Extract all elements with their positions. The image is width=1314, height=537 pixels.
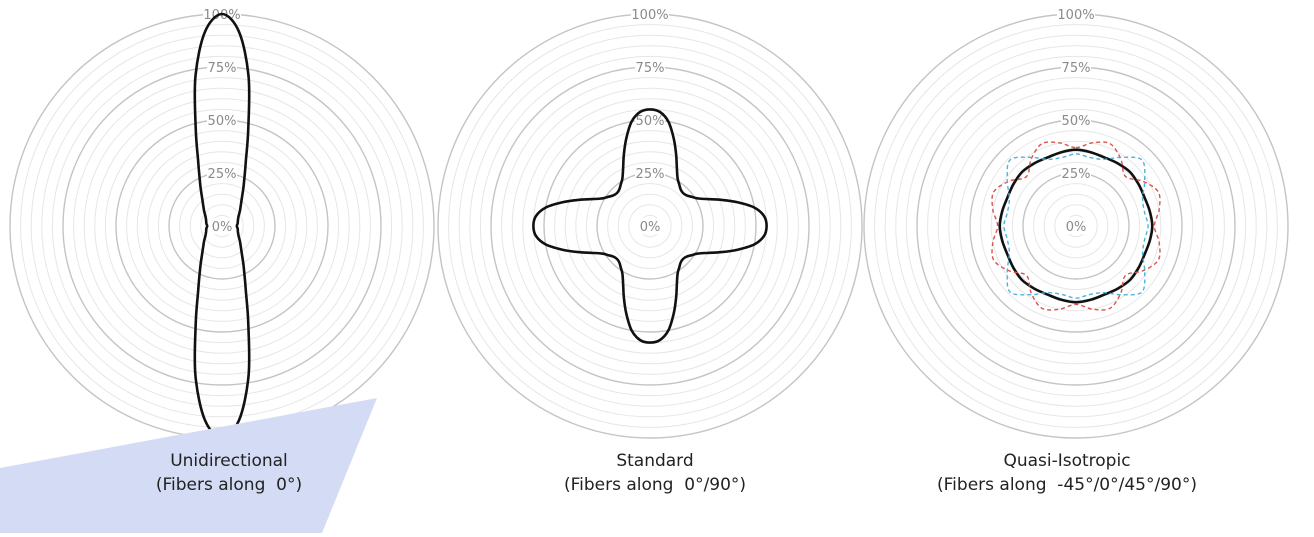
grid-ring-minor: [874, 24, 1278, 428]
grid-ring-minor: [94, 98, 350, 354]
grid-ring-minor: [448, 24, 852, 428]
radial-tick-label: 0%: [212, 220, 233, 235]
radial-tick-label: 75%: [1062, 61, 1091, 76]
caption-title: Standard: [616, 451, 694, 471]
grid-ring-minor: [564, 140, 736, 312]
grid-ring-minor: [200, 204, 244, 248]
grid-ring-minor: [617, 193, 683, 259]
grid-ring-minor: [927, 77, 1225, 375]
series-curve-2: [1003, 153, 1149, 299]
grid-ring-minor: [937, 87, 1215, 365]
tick-label-bg: [635, 59, 665, 75]
tick-label-bg: [207, 59, 237, 75]
radial-tick-label: 25%: [1062, 167, 1091, 182]
radial-tick-label: 50%: [636, 114, 665, 129]
radial-tick-label: 75%: [208, 61, 237, 76]
grid-ring-minor: [179, 183, 265, 269]
tick-label-bg: [1061, 112, 1091, 128]
caption-fibers: (Fibers along -45°/0°/45°/90°): [937, 475, 1197, 495]
series-curve-0: [532, 108, 768, 344]
grid-ring-minor: [575, 151, 725, 301]
caption-title: Unidirectional: [170, 451, 288, 471]
radial-tick-label: 25%: [636, 167, 665, 182]
tick-label-bg: [635, 112, 665, 128]
tick-label-bg: [1057, 6, 1095, 22]
grid-ring-minor: [104, 108, 340, 344]
tick-label-bg: [207, 165, 237, 181]
grid-ring-minor: [1033, 183, 1119, 269]
radial-tick-label: 100%: [631, 8, 668, 23]
grid-ring-minor: [1054, 204, 1098, 248]
series-curve-0: [998, 148, 1154, 304]
polar-chart-2: 0% 25% 50% 75% 100%: [863, 6, 1289, 439]
grid-ring-minor: [554, 130, 746, 322]
caption-quasi-isotropic: Quasi-Isotropic (Fibers along -45°/0°/45…: [887, 449, 1247, 497]
grid-ring-minor: [147, 151, 297, 301]
grid-ring-minor: [990, 140, 1162, 312]
radial-tick-label: 25%: [208, 167, 237, 182]
grid-ring-minor: [136, 140, 308, 312]
radial-tick-label: 100%: [1057, 8, 1094, 23]
tick-label-bg: [207, 112, 237, 128]
grid-ring-minor: [1011, 161, 1141, 291]
tick-label-bg: [211, 218, 233, 234]
grid-ring-minor: [980, 130, 1172, 322]
caption-standard: Standard (Fibers along 0°/90°): [475, 449, 835, 497]
grid-ring-minor: [458, 34, 842, 418]
grid-ring-minor: [51, 55, 393, 397]
caption-fibers: (Fibers along 0°/90°): [563, 475, 747, 495]
radial-tick-label: 75%: [636, 61, 665, 76]
tick-label-bg: [639, 218, 661, 234]
grid-ring-minor: [469, 45, 831, 407]
radial-tick-label: 50%: [1062, 114, 1091, 129]
grid-ring-minor: [126, 130, 318, 322]
tick-label-bg: [1061, 59, 1091, 75]
grid-ring-minor: [607, 183, 693, 269]
tick-label-bg: [1065, 218, 1087, 234]
radial-tick-label: 0%: [640, 220, 661, 235]
grid-ring-minor: [189, 193, 255, 259]
grid-ring-minor: [1001, 151, 1151, 301]
tick-label-bg: [631, 6, 669, 22]
grid-ring-minor: [628, 204, 672, 248]
radial-tick-label: 100%: [203, 8, 240, 23]
grid-ring-minor: [1043, 193, 1109, 259]
grid-ring-minor: [157, 161, 287, 291]
grid-ring-minor: [479, 55, 821, 397]
caption-fibers: (Fibers along 0°): [155, 475, 303, 495]
tick-label-bg: [635, 165, 665, 181]
grid-ring-minor: [895, 45, 1257, 407]
polar-chart-0: 0% 25% 50% 75% 100%: [9, 6, 435, 440]
caption-title: Quasi-Isotropic: [1003, 451, 1131, 471]
grid-ring-minor: [948, 98, 1204, 354]
radial-tick-label: 50%: [208, 114, 237, 129]
grid-ring-minor: [83, 87, 361, 365]
tick-label-bg: [1061, 165, 1091, 181]
grid-ring-minor: [73, 77, 371, 375]
grid-ring-minor: [958, 108, 1194, 344]
grid-ring-minor: [585, 161, 715, 291]
grid-ring-minor: [511, 87, 789, 365]
caption-unidirectional: Unidirectional (Fibers along 0°): [49, 449, 409, 497]
grid-ring-minor: [905, 55, 1247, 397]
grid-ring-minor: [522, 98, 778, 354]
grid-ring-minor: [884, 34, 1268, 418]
radial-tick-label: 0%: [1066, 220, 1087, 235]
series-curve-1: [991, 141, 1161, 311]
grid-ring-minor: [501, 77, 799, 375]
polar-chart-1: 0% 25% 50% 75% 100%: [437, 6, 863, 439]
